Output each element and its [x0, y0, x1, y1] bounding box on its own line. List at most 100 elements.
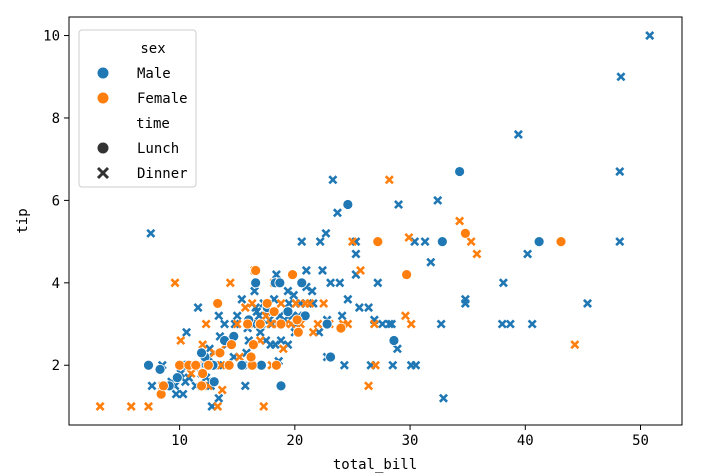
data-point [497, 319, 507, 329]
data-point [247, 298, 257, 308]
data-point [315, 237, 325, 247]
legend-male-label: Male [137, 66, 171, 82]
data-point [261, 298, 273, 309]
data-point [297, 237, 307, 247]
data-point [460, 298, 470, 308]
data-point [384, 175, 394, 185]
legend-lunch-label: Lunch [137, 141, 179, 157]
y-axis-label: tip [15, 208, 31, 233]
data-point [256, 359, 267, 371]
data-point [291, 298, 301, 308]
data-point [570, 340, 580, 350]
data-point [373, 278, 383, 288]
data-point [275, 318, 287, 330]
data-point [317, 265, 328, 275]
data-point [438, 393, 449, 403]
data-point [296, 277, 308, 289]
legend-dinner-label: Dinner [137, 166, 188, 182]
data-point [291, 314, 303, 326]
data-point [240, 303, 250, 313]
y-tick-label: 2 [52, 358, 60, 374]
y-tick-label: 6 [52, 193, 60, 209]
legend-female-swatch [97, 92, 109, 104]
data-point [364, 303, 374, 313]
data-point [305, 298, 315, 308]
data-point [201, 319, 211, 329]
data-point [143, 359, 154, 371]
data-point [436, 319, 446, 329]
data-point [147, 381, 157, 391]
data-point [245, 351, 257, 363]
data-point [364, 381, 374, 391]
series-female-lunch [155, 227, 567, 400]
ticks-layer: 10 20 30 40 50 2 4 6 8 10 [43, 29, 649, 449]
data-point [254, 318, 266, 330]
x-tick-label: 30 [402, 433, 419, 449]
data-point [276, 298, 286, 308]
data-point [388, 335, 400, 346]
data-point [203, 359, 214, 371]
data-point [216, 360, 226, 370]
data-point [472, 249, 482, 259]
data-point [178, 389, 188, 399]
data-point [505, 319, 515, 329]
data-point [126, 401, 136, 411]
y-tick-label: 10 [43, 29, 60, 45]
data-point [278, 344, 288, 354]
legend-female-label: Female [137, 91, 188, 107]
legend: sex Male Female time Lunch Dinner [78, 29, 197, 188]
data-point [146, 228, 156, 238]
data-point [271, 359, 282, 371]
data-point [171, 372, 183, 384]
data-point [321, 318, 333, 330]
data-point [337, 311, 347, 321]
data-point [212, 298, 224, 309]
data-point [433, 195, 443, 205]
x-tick-label: 40 [517, 433, 534, 449]
y-tick-label: 4 [52, 276, 60, 292]
data-point [247, 339, 259, 351]
data-point [426, 257, 436, 267]
data-point [455, 216, 465, 226]
data-point [95, 401, 105, 411]
data-point [388, 360, 398, 370]
legend-lunch-marker-icon [97, 142, 109, 154]
data-point [259, 401, 269, 411]
data-point [284, 298, 294, 308]
data-point [513, 129, 523, 139]
data-point [143, 401, 154, 411]
data-point [196, 380, 207, 392]
x-tick-label: 10 [171, 433, 188, 449]
data-point [392, 344, 402, 354]
data-point [158, 380, 169, 392]
series-male-lunch [143, 166, 545, 392]
data-point [401, 269, 413, 280]
data-point [370, 360, 381, 370]
data-point [326, 278, 336, 288]
data-point [411, 360, 421, 370]
plot-area-frame [68, 16, 683, 426]
data-point [466, 237, 476, 247]
data-point [249, 286, 260, 296]
data-point [237, 294, 247, 304]
data-point [615, 167, 625, 177]
data-point [436, 236, 448, 248]
data-point [193, 303, 203, 313]
data-point [459, 227, 471, 239]
data-point [182, 327, 192, 337]
data-point [523, 249, 533, 259]
data-point [527, 319, 537, 329]
data-point [354, 303, 364, 313]
data-point [356, 265, 366, 275]
data-point [454, 166, 466, 177]
y-tick-label: 8 [52, 111, 60, 127]
data-point [394, 199, 404, 210]
data-point [555, 236, 567, 248]
x-axis-label: total_bill [333, 457, 417, 473]
data-point [384, 319, 394, 329]
data-point [198, 340, 208, 350]
data-point [321, 228, 331, 238]
data-point [250, 265, 262, 276]
data-point [615, 237, 625, 247]
data-point [242, 318, 253, 330]
